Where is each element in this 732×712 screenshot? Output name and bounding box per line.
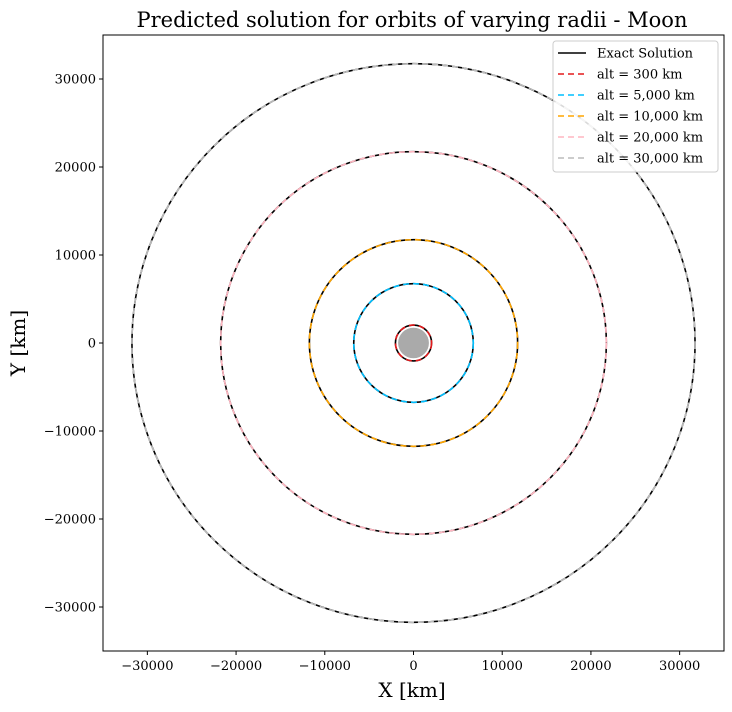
y-tick-label: 20000 bbox=[55, 161, 96, 176]
y-tick-label: −10000 bbox=[44, 425, 96, 440]
plot-area bbox=[131, 62, 696, 624]
predicted-orbit-1 bbox=[394, 324, 433, 362]
y-tick-label: 0 bbox=[88, 337, 96, 352]
predicted-orbit-2 bbox=[352, 282, 475, 404]
y-tick-label: −30000 bbox=[44, 601, 96, 616]
x-tick-label: 10000 bbox=[482, 659, 523, 674]
x-axis: −30000 −20000 −10000 0 10000 20000 30000 bbox=[121, 651, 700, 674]
legend-label-2: alt = 5,000 km bbox=[597, 89, 695, 104]
x-tick-label: 0 bbox=[409, 659, 417, 674]
legend-label-4: alt = 20,000 km bbox=[597, 131, 703, 146]
predicted-orbit-5 bbox=[131, 62, 696, 624]
moon-body bbox=[398, 327, 429, 359]
y-axis-label: Y [km] bbox=[6, 310, 30, 377]
legend-box bbox=[552, 40, 719, 173]
x-tick-label: −20000 bbox=[210, 659, 262, 674]
legend-label-1: alt = 300 km bbox=[597, 68, 682, 83]
y-axis: −30000 −20000 −10000 0 10000 20000 30000 bbox=[44, 73, 103, 616]
legend: Exact Solution alt = 300 km alt = 5,000 km… bbox=[552, 40, 719, 173]
legend-label-0: Exact Solution bbox=[597, 47, 694, 62]
y-tick-label: 10000 bbox=[55, 249, 96, 264]
predicted-orbit-4 bbox=[219, 150, 608, 536]
x-tick-label: −10000 bbox=[299, 659, 351, 674]
y-tick-label: 30000 bbox=[55, 73, 96, 88]
x-tick-label: 30000 bbox=[659, 659, 700, 674]
x-tick-label: 20000 bbox=[570, 659, 611, 674]
x-axis-label: X [km] bbox=[378, 678, 445, 702]
predicted-orbit-3 bbox=[308, 238, 519, 448]
x-tick-label: −30000 bbox=[121, 659, 173, 674]
chart-title: Predicted solution for orbits of varying… bbox=[137, 8, 688, 32]
legend-label-3: alt = 10,000 km bbox=[597, 110, 703, 125]
y-tick-label: −20000 bbox=[44, 513, 96, 528]
legend-label-5: alt = 30,000 km bbox=[597, 152, 703, 167]
